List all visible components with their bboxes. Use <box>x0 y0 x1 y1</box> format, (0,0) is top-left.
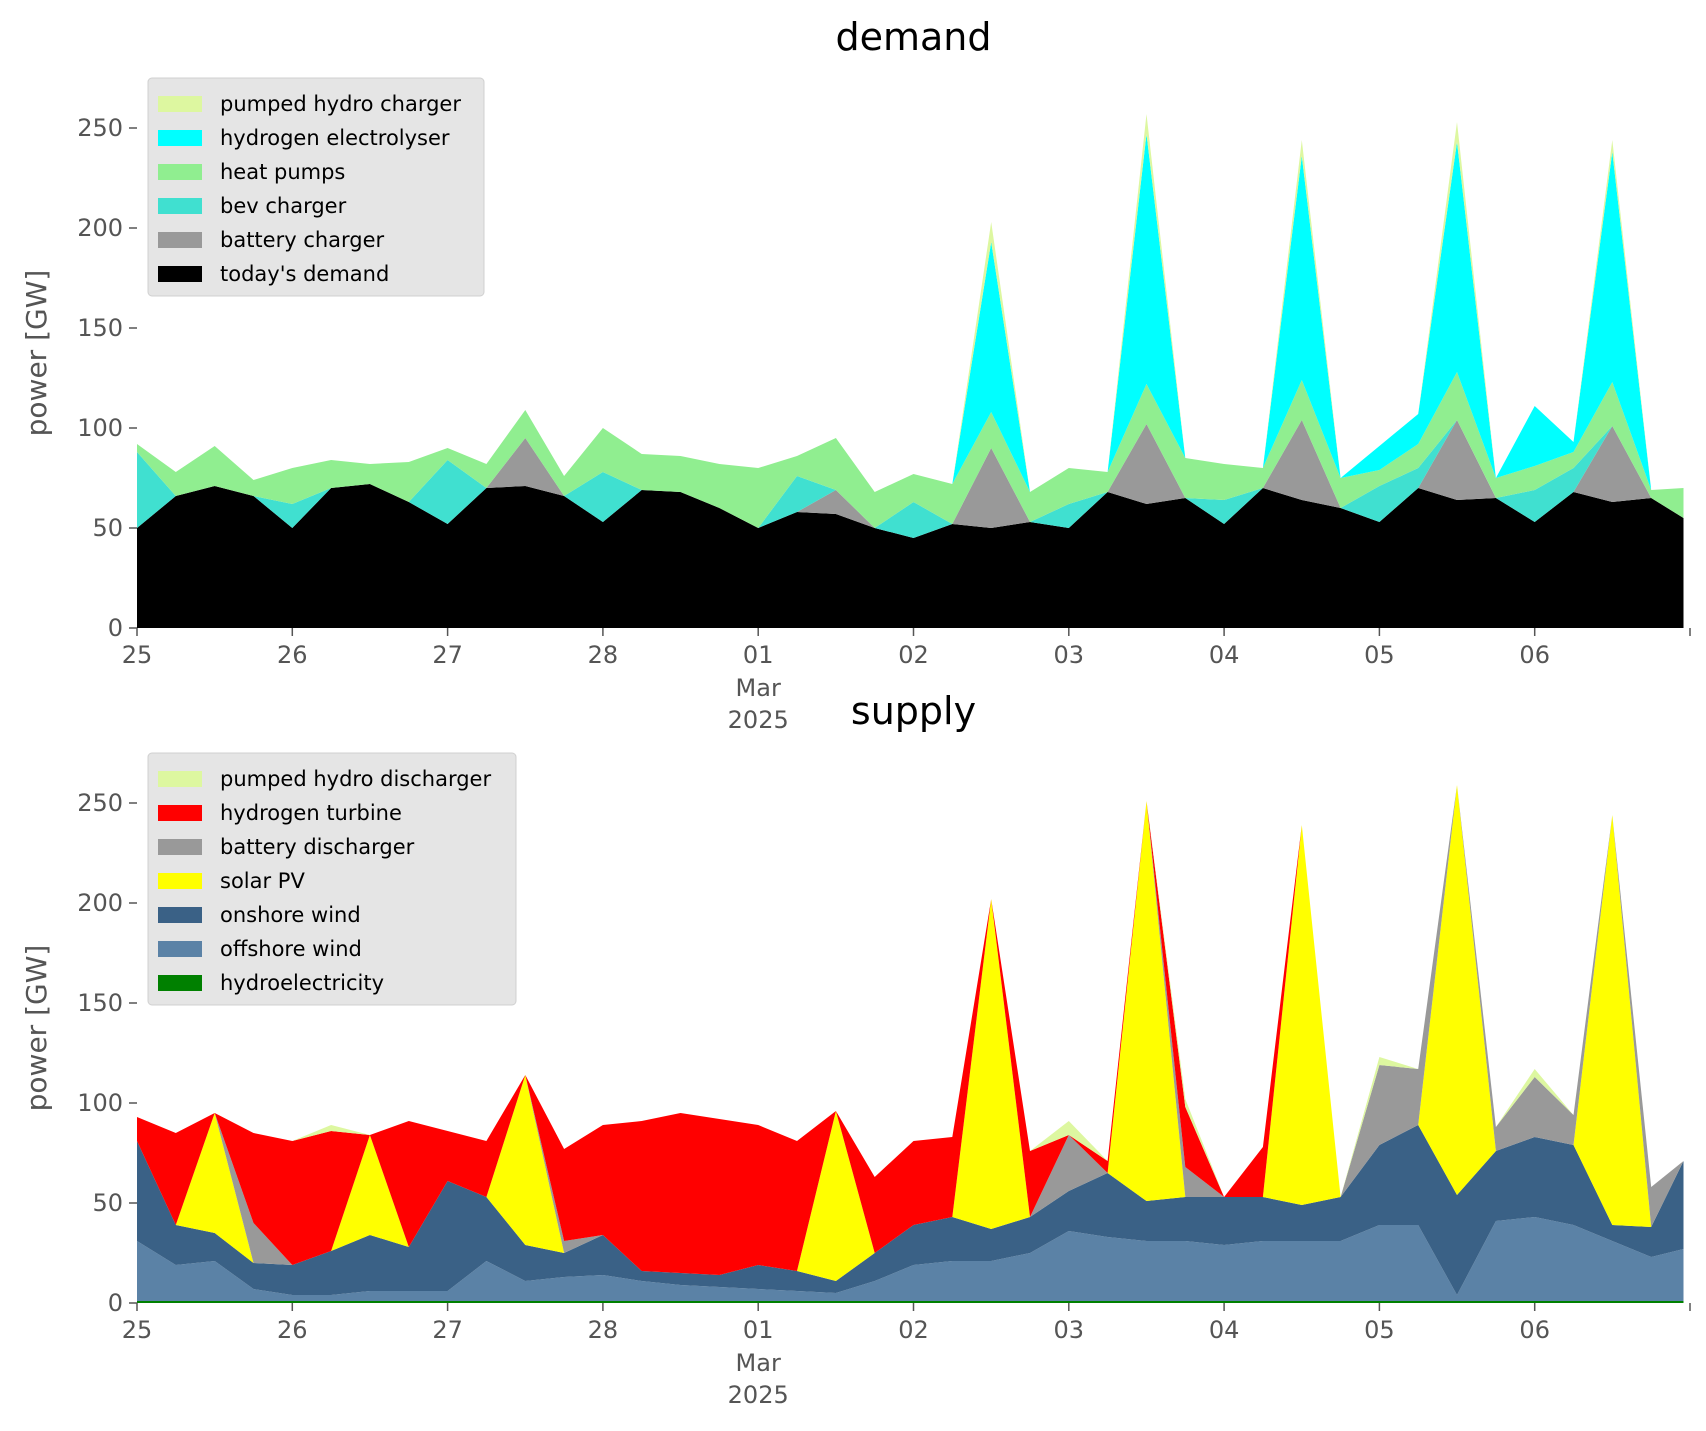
plot-area <box>137 114 1684 628</box>
y-tick-label: 150 <box>77 989 123 1017</box>
plot-area <box>137 785 1684 1303</box>
x-tick-label: 06 <box>1519 1316 1550 1344</box>
x-tick-label: 04 <box>1209 641 1240 669</box>
chart-title: demand <box>835 15 991 59</box>
y-tick-label: 200 <box>77 889 123 917</box>
x-tick-label: 03 <box>1054 641 1085 669</box>
legend-label: battery discharger <box>220 835 415 859</box>
x-tick-label: 25 <box>122 641 153 669</box>
legend-swatch-today-s-demand <box>158 266 202 282</box>
legend-label: heat pumps <box>220 160 345 184</box>
series-area-offshore-wind <box>137 1217 1684 1301</box>
series-area-onshore-wind <box>137 1125 1684 1295</box>
x-tick-label: 28 <box>588 1316 619 1344</box>
legend-label: pumped hydro charger <box>220 92 461 116</box>
series-area-heat-pumps <box>137 372 1684 528</box>
x-tick-label: 02 <box>898 641 929 669</box>
y-tick-label: 0 <box>108 614 123 642</box>
x-tick-label: 06 <box>1519 641 1550 669</box>
x-tick-label: 01 <box>743 641 774 669</box>
x-tick-label: 27 <box>432 1316 463 1344</box>
x-tick-sublabel: 2025 <box>728 706 789 734</box>
legend-swatch-offshore-wind <box>158 941 202 957</box>
y-tick-label: 0 <box>108 1289 123 1317</box>
x-tick-sublabel: 2025 <box>728 1381 789 1409</box>
x-tick-label: 04 <box>1209 1316 1240 1344</box>
x-tick-label: 26 <box>277 641 308 669</box>
x-tick-sublabel: Mar <box>736 674 781 702</box>
legend-label: bev charger <box>220 194 347 218</box>
y-tick-label: 50 <box>92 1189 123 1217</box>
legend-swatch-hydroelectricity <box>158 975 202 991</box>
y-tick-label: 100 <box>77 414 123 442</box>
legend: pumped hydro discharger hydrogen turbine b… <box>147 752 517 1006</box>
y-tick-label: 100 <box>77 1089 123 1117</box>
legend-label: solar PV <box>220 869 305 893</box>
y-tick-label: 250 <box>77 114 123 142</box>
series-area-solar-pv <box>137 785 1684 1281</box>
x-tick-label: 25 <box>122 1316 153 1344</box>
legend-label: hydrogen electrolyser <box>220 126 450 150</box>
x-tick-sublabel: Mar <box>736 1349 781 1377</box>
y-tick-label: 200 <box>77 214 123 242</box>
x-tick-label: 26 <box>277 1316 308 1344</box>
legend: pumped hydro charger hydrogen electrolyse… <box>147 77 485 297</box>
y-axis-label: power [GW] <box>20 270 53 437</box>
legend-label: hydroelectricity <box>220 971 384 995</box>
x-tick-label: 28 <box>588 641 619 669</box>
legend-label: battery charger <box>220 228 385 252</box>
legend-label: hydrogen turbine <box>220 801 402 825</box>
legend-swatch-battery-discharger <box>158 839 202 855</box>
series-area-hydroelectricity <box>137 1301 1684 1303</box>
y-axis-label: power [GW] <box>20 945 53 1112</box>
series-area-battery-charger <box>137 420 1684 538</box>
legend-label: pumped hydro discharger <box>220 767 491 791</box>
legend-swatch-heat-pumps <box>158 164 202 180</box>
legend-swatch-hydrogen-turbine <box>158 805 202 821</box>
legend-box <box>147 77 485 297</box>
legend-label: today's demand <box>220 262 389 286</box>
legend-label: offshore wind <box>220 937 362 961</box>
series-area-hydrogen-electrolyser <box>137 134 1684 492</box>
legend-swatch-pumped-hydro-discharger <box>158 771 202 787</box>
x-tick-label: 01 <box>743 1316 774 1344</box>
y-tick-label: 250 <box>77 789 123 817</box>
legend-swatch-battery-charger <box>158 232 202 248</box>
y-tick-label: 150 <box>77 314 123 342</box>
legend-box <box>147 752 517 1006</box>
x-tick-label: 05 <box>1364 1316 1395 1344</box>
legend-swatch-pumped-hydro-charger <box>158 96 202 112</box>
legend-swatch-onshore-wind <box>158 907 202 923</box>
legend-swatch-hydrogen-electrolyser <box>158 130 202 146</box>
series-area-hydrogen-turbine <box>137 785 1684 1275</box>
x-tick-label: 03 <box>1054 1316 1085 1344</box>
series-area-bev-charger <box>137 420 1684 538</box>
series-area-today-s-demand <box>137 484 1684 628</box>
x-tick-label: 05 <box>1364 641 1395 669</box>
legend-swatch-bev-charger <box>158 198 202 214</box>
chart-title: supply <box>851 689 976 733</box>
x-tick-label: 27 <box>432 641 463 669</box>
legend-swatch-solar-pv <box>158 873 202 889</box>
legend-label: onshore wind <box>220 903 361 927</box>
x-tick-label: 02 <box>898 1316 929 1344</box>
y-tick-label: 50 <box>92 514 123 542</box>
